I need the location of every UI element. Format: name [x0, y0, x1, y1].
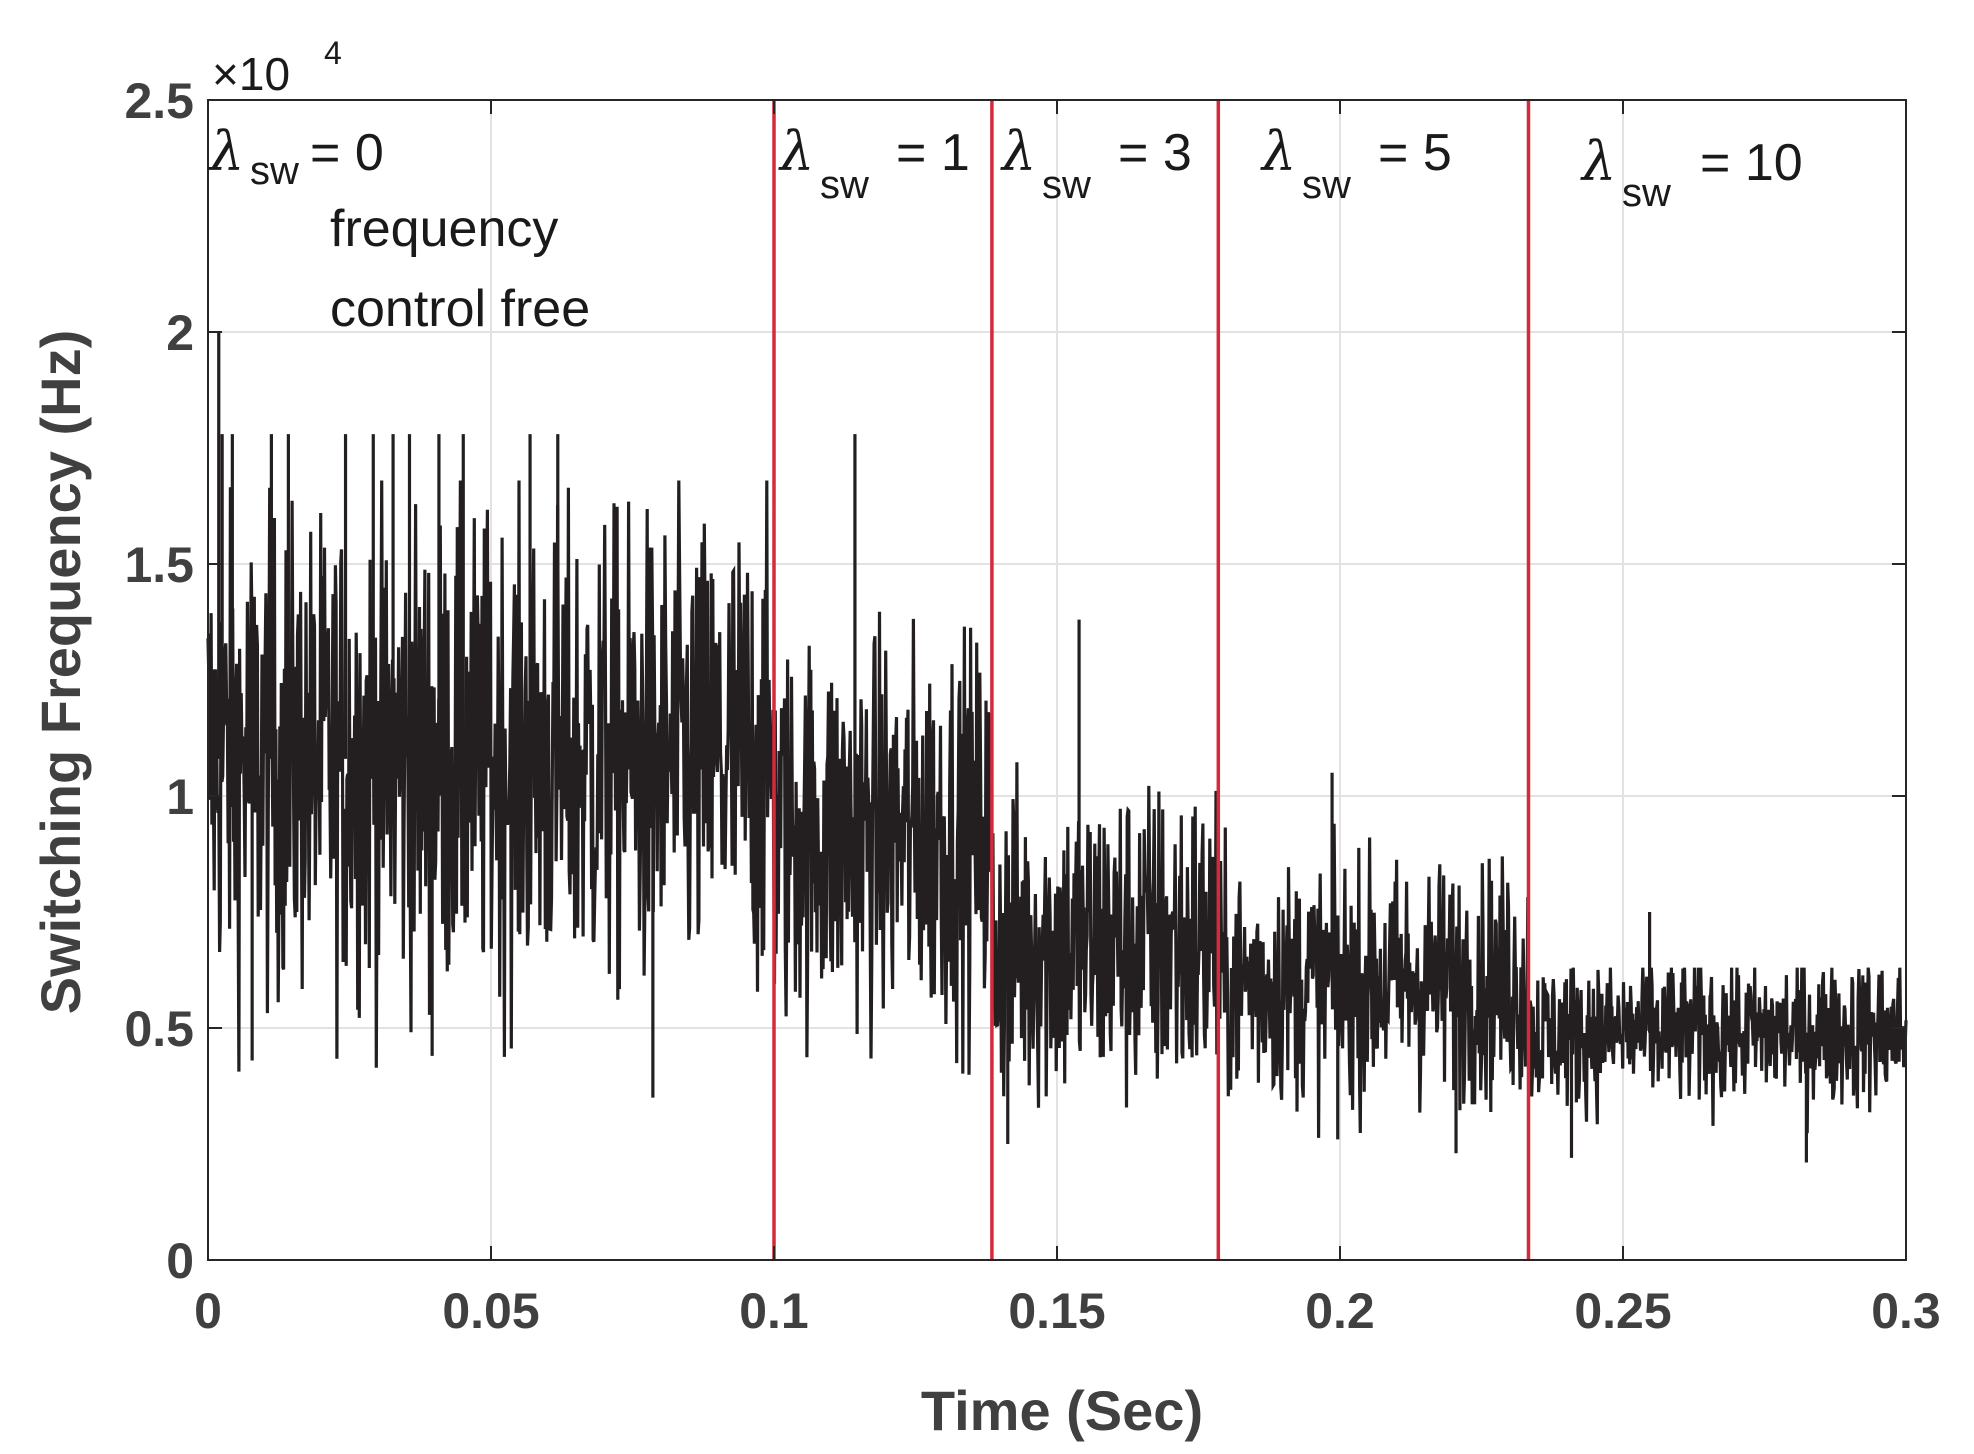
annotation-lambda-0: λ sw = 0 [208, 120, 384, 193]
lambda-subscript: sw [1622, 171, 1671, 215]
y-tick-label: 2.5 [124, 73, 194, 129]
lambda-symbol: λ [1580, 130, 1616, 193]
lambda-symbol: λ [778, 120, 814, 183]
annotation-lambda-10: λ sw = 10 [1580, 130, 1803, 215]
annotation-lambda-3: λ sw = 3 [1000, 120, 1192, 207]
series-switching-frequency [206, 332, 1908, 1163]
exponent-power: 4 [324, 35, 342, 71]
axes [207, 99, 1907, 1261]
lambda-subscript: sw [820, 163, 869, 207]
y-tick-label: 2 [166, 305, 194, 361]
lambda-symbol: λ [208, 120, 244, 183]
exponent-base: ×10 [212, 48, 290, 100]
lambda-value: = 10 [1700, 134, 1803, 192]
y-tick-label: 1 [166, 769, 194, 825]
annotation-lambda-5: λ sw = 5 [1260, 120, 1452, 207]
x-tick-label: 0.3 [1871, 1283, 1941, 1339]
lambda-subscript: sw [250, 149, 299, 193]
lambda-symbol: λ [1260, 120, 1296, 183]
x-axis-title: Time (Sec) [921, 1379, 1203, 1442]
x-tick-label: 0.05 [442, 1283, 539, 1339]
note-line-2: control free [330, 280, 590, 338]
annotation-lambda-1: λ sw = 1 [778, 120, 970, 207]
lambda-subscript: sw [1042, 163, 1091, 207]
annotation-note: frequency control free [330, 200, 590, 338]
lambda-value: = 5 [1378, 124, 1452, 182]
lambda-value: = 1 [896, 124, 970, 182]
y-exponent-label: ×10 4 [212, 35, 342, 100]
lambda-symbol: λ [1000, 120, 1036, 183]
x-tick-label: 0.1 [739, 1283, 809, 1339]
note-line-1: frequency [330, 200, 558, 258]
x-tick-label: 0.25 [1574, 1283, 1671, 1339]
x-tick-label: 0 [194, 1283, 222, 1339]
x-tick-label: 0.2 [1305, 1283, 1375, 1339]
y-tick-label: 1.5 [124, 537, 194, 593]
tick-labels: 0 0.05 0.1 0.15 0.2 0.25 0.3 0 0.5 1 1.5 2 2.5 [124, 73, 1940, 1339]
series-line [206, 480, 1908, 1138]
lambda-value: = 0 [310, 124, 384, 182]
y-axis-title: Switching Frequency (Hz) [29, 330, 92, 1015]
lambda-value: = 3 [1118, 124, 1192, 182]
region-boundaries [772, 100, 1531, 1260]
y-tick-label: 0 [166, 1233, 194, 1289]
y-tick-label: 0.5 [124, 1001, 194, 1057]
x-tick-label: 0.15 [1008, 1283, 1105, 1339]
lambda-subscript: sw [1302, 163, 1351, 207]
